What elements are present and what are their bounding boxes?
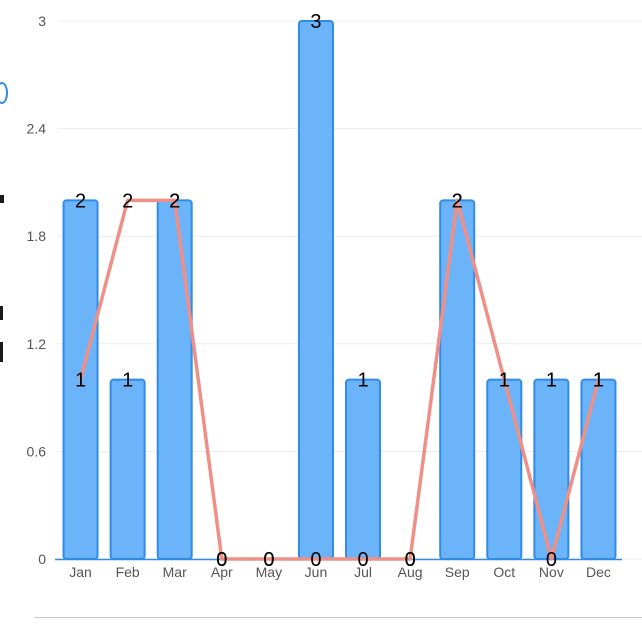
bar-data-label: 2 bbox=[169, 190, 180, 212]
x-tick-label: May bbox=[256, 564, 282, 580]
bar bbox=[156, 199, 193, 560]
line-data-label: 1 bbox=[499, 370, 510, 392]
line-data-label: 2 bbox=[452, 190, 463, 212]
x-tick-label: Mar bbox=[163, 564, 187, 580]
y-axis-ticks: 0 0.6 1.2 1.8 2.4 3 bbox=[27, 13, 47, 567]
y-tick-label: 1.8 bbox=[27, 228, 47, 244]
cropped-edge-fragment bbox=[0, 82, 8, 104]
x-tick-label: Apr bbox=[211, 564, 233, 580]
bar bbox=[486, 378, 523, 560]
y-tick-label: 0.6 bbox=[27, 443, 47, 459]
cropped-edge-fragment bbox=[0, 306, 3, 320]
line-data-label: 0 bbox=[357, 549, 368, 571]
x-axis-ticks: Jan Feb Mar Apr May Jun Jul Aug Sep Oct Nov Dec bbox=[69, 564, 611, 580]
bar-data-label: 0 bbox=[216, 549, 227, 571]
x-tick-label: Nov bbox=[539, 564, 564, 580]
cropped-edge-fragment bbox=[0, 342, 3, 362]
x-tick-label: Oct bbox=[493, 564, 515, 580]
x-tick-label: Jun bbox=[305, 564, 328, 580]
bar bbox=[439, 199, 476, 560]
line-data-label: 0 bbox=[405, 549, 416, 571]
bar-data-label: 0 bbox=[405, 549, 416, 571]
bar-data-label: 2 bbox=[75, 190, 86, 212]
line-series bbox=[78, 198, 601, 561]
bar-data-label: 1 bbox=[546, 370, 557, 392]
line-data-label: 0 bbox=[216, 549, 227, 571]
line-data-label: 1 bbox=[593, 370, 604, 392]
line-data-label: 1 bbox=[75, 370, 86, 392]
y-tick-label: 0 bbox=[38, 551, 46, 567]
bar-data-label: 1 bbox=[357, 370, 368, 392]
line-data-label: 2 bbox=[169, 190, 180, 212]
bar bbox=[345, 378, 382, 560]
bar bbox=[580, 378, 617, 560]
bottom-rule bbox=[34, 617, 642, 618]
x-tick-label: Dec bbox=[586, 564, 611, 580]
bar bbox=[297, 20, 334, 560]
x-tick-label: Jan bbox=[69, 564, 92, 580]
bar bbox=[109, 378, 146, 560]
line-path bbox=[78, 198, 601, 561]
line-data-label: 0 bbox=[546, 549, 557, 571]
bar-series bbox=[55, 20, 622, 561]
bar-data-label: 3 bbox=[310, 11, 321, 33]
x-tick-label: Jul bbox=[354, 564, 372, 580]
bar-data-label: 1 bbox=[122, 370, 133, 392]
y-tick-label: 1.2 bbox=[27, 336, 47, 352]
bar-data-label: 0 bbox=[263, 549, 274, 571]
y-tick-label: 2.4 bbox=[27, 121, 47, 137]
cropped-edge-fragment bbox=[0, 195, 4, 203]
x-tick-label: Sep bbox=[445, 564, 470, 580]
bar-data-label: 1 bbox=[593, 370, 604, 392]
y-tick-label: 3 bbox=[38, 13, 46, 29]
line-data-label: 0 bbox=[310, 549, 321, 571]
line-data-label: 0 bbox=[263, 549, 274, 571]
x-tick-label: Aug bbox=[398, 564, 423, 580]
line-data-label: 2 bbox=[122, 190, 133, 212]
bar-data-label: 2 bbox=[452, 190, 463, 212]
bar-data-label: 1 bbox=[499, 370, 510, 392]
x-tick-label: Feb bbox=[116, 564, 140, 580]
bar bbox=[533, 378, 570, 560]
